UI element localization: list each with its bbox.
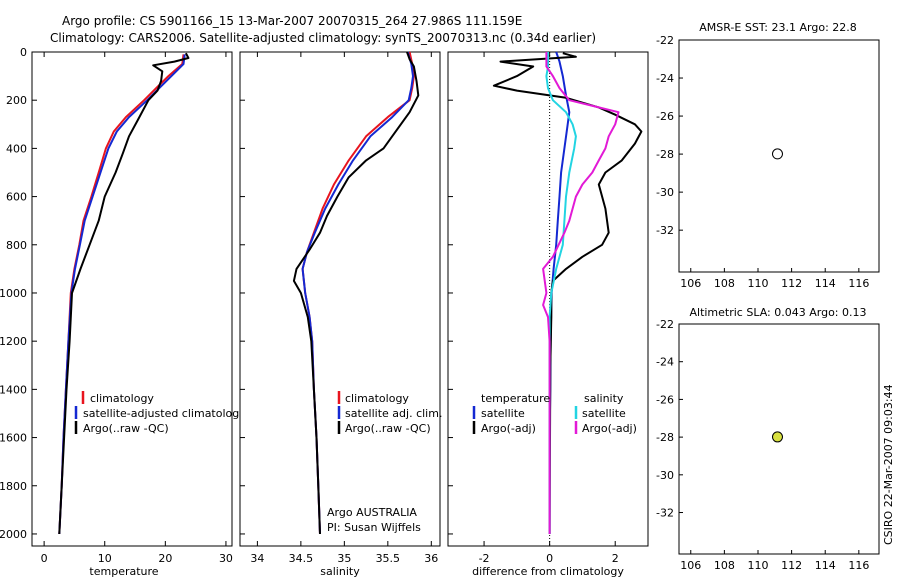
lon-tick-label: 114 xyxy=(815,277,836,290)
legend-satellite: satellite-adjusted climatology xyxy=(83,407,246,420)
salinity-panel: 34 34.5 35 35.5 36 salinity climatology sate… xyxy=(239,51,442,578)
salinity-xlabel: salinity xyxy=(320,565,360,578)
sla-axes: 106 108 110 112 114 116 -22 -24 -26 -28 -30 -32 xyxy=(656,318,869,572)
lon-tick-label: 108 xyxy=(714,559,735,572)
x-tick-label: -2 xyxy=(479,552,490,565)
lat-tick-label: -22 xyxy=(656,318,674,331)
lon-tick-label: 106 xyxy=(680,559,701,572)
lat-tick-label: -30 xyxy=(656,186,674,199)
argo-location-marker xyxy=(771,431,783,443)
sla-map-title: Altimetric SLA: 0.043 Argo: 0.13 xyxy=(689,306,866,319)
argo-location-marker xyxy=(771,148,783,160)
depth-tick-label: 2000 xyxy=(0,528,27,541)
lon-tick-label: 114 xyxy=(815,559,836,572)
difference-xlabel: difference from climatology xyxy=(472,565,624,578)
lat-tick-label: -24 xyxy=(656,356,674,369)
lat-tick-label: -30 xyxy=(656,469,674,482)
sst-frame xyxy=(678,39,880,273)
series-line-salinity-satellite xyxy=(545,52,577,534)
x-tick-label: 34.5 xyxy=(289,552,314,565)
legend-satellite: satellite adj. clim. xyxy=(345,407,442,420)
depth-tick-label: 800 xyxy=(6,239,27,252)
x-tick-label: 0 xyxy=(41,552,48,565)
salinity-series xyxy=(292,51,420,535)
difference-frame xyxy=(447,51,649,547)
annotation-line-2: PI: Susan Wijffels xyxy=(327,521,421,534)
depth-axis: 0 200 400 600 800 1000 1200 1400 1600 1800 2000 xyxy=(0,46,37,541)
legend-temp-argo: Argo(-adj) xyxy=(481,422,536,435)
legend-argo: Argo(..raw -QC) xyxy=(345,422,431,435)
difference-legend: temperature salinity satellite Argo(-adj… xyxy=(472,392,637,435)
lon-tick-label: 116 xyxy=(848,559,869,572)
lat-tick-label: -32 xyxy=(656,507,674,520)
depth-tick-label: 400 xyxy=(6,142,27,155)
depth-tick-label: 1400 xyxy=(0,383,27,396)
legend-argo: Argo(..raw -QC) xyxy=(83,422,169,435)
sst-axes: 106 108 110 112 114 116 -22 -24 -26 -28 -30 -32 xyxy=(656,34,869,290)
salinity-x-axis: 34 34.5 35 35.5 36 xyxy=(240,51,438,565)
lat-tick-label: -22 xyxy=(656,34,674,47)
legend-climatology: climatology xyxy=(345,392,409,405)
lon-tick-label: 116 xyxy=(848,277,869,290)
depth-tick-label: 1800 xyxy=(0,480,27,493)
lat-tick-label: -26 xyxy=(656,393,674,406)
lon-tick-label: 108 xyxy=(714,277,735,290)
lon-tick-label: 110 xyxy=(747,559,768,572)
legend-sal-satellite: satellite xyxy=(582,407,626,420)
lat-tick-label: -26 xyxy=(656,110,674,123)
x-tick-label: 20 xyxy=(158,552,172,565)
salinity-frame xyxy=(239,51,441,547)
x-tick-label: 35.5 xyxy=(376,552,401,565)
temperature-xlabel: temperature xyxy=(89,565,158,578)
sst-map-title: AMSR-E SST: 23.1 Argo: 22.8 xyxy=(699,21,857,34)
annotation-line-1: Argo AUSTRALIA xyxy=(327,506,417,519)
temperature-series xyxy=(58,52,190,535)
salinity-legend: climatology satellite adj. clim. Argo(..… xyxy=(337,391,442,435)
lon-tick-label: 112 xyxy=(781,277,802,290)
temperature-legend: climatology satellite-adjusted climatolo… xyxy=(74,391,246,435)
x-tick-label: 2 xyxy=(612,552,619,565)
series-line-argo-raw-qc- xyxy=(58,52,190,535)
header-line-1: Argo profile: CS 5901166_15 13-Mar-2007 … xyxy=(62,14,522,28)
lat-tick-label: -28 xyxy=(656,148,674,161)
lon-tick-label: 106 xyxy=(680,277,701,290)
legend-title-temperature: temperature xyxy=(481,392,550,405)
x-tick-label: 35 xyxy=(337,552,351,565)
lat-tick-label: -32 xyxy=(656,224,674,237)
sst-map-panel: AMSR-E SST: 23.1 Argo: 22.8 10 xyxy=(656,21,880,290)
depth-tick-label: 600 xyxy=(6,191,27,204)
difference-x-axis: -2 0 2 xyxy=(448,51,619,565)
lon-tick-label: 110 xyxy=(747,277,768,290)
legend-climatology: climatology xyxy=(90,392,154,405)
legend-title-salinity: salinity xyxy=(584,392,624,405)
x-tick-label: 0 xyxy=(546,552,553,565)
depth-tick-label: 1600 xyxy=(0,432,27,445)
depth-tick-label: 1000 xyxy=(0,287,27,300)
depth-tick-label: 1200 xyxy=(0,335,27,348)
header-line-2: Climatology: CARS2006. Satellite-adjuste… xyxy=(50,31,596,45)
side-timestamp: CSIRO 22-Mar-2007 09:03:44 xyxy=(882,384,895,545)
lon-tick-label: 112 xyxy=(781,559,802,572)
x-tick-label: 36 xyxy=(424,552,438,565)
lat-tick-label: -24 xyxy=(656,72,674,85)
temperature-panel: 0 200 400 600 800 1000 1200 1400 1600 1800 2000 0 1… xyxy=(0,46,246,578)
x-tick-label: 34 xyxy=(250,552,264,565)
legend-temp-satellite: satellite xyxy=(481,407,525,420)
temperature-x-axis: 0 10 20 30 xyxy=(41,52,233,565)
x-tick-label: 30 xyxy=(219,552,233,565)
difference-series xyxy=(492,51,643,535)
sla-map-panel: Altimetric SLA: 0.043 Argo: 0.13 xyxy=(656,306,880,572)
x-tick-label: 10 xyxy=(98,552,112,565)
series-line-salinity-argo-adj- xyxy=(542,52,620,534)
difference-panel: -2 0 2 difference from climatology tempera… xyxy=(447,51,649,578)
lat-tick-label: -28 xyxy=(656,431,674,444)
temperature-frame xyxy=(31,51,233,547)
series-line-argo-raw-qc- xyxy=(292,51,420,535)
depth-tick-label: 200 xyxy=(6,94,27,107)
legend-sal-argo: Argo(-adj) xyxy=(582,422,637,435)
depth-tick-label: 0 xyxy=(20,46,27,59)
